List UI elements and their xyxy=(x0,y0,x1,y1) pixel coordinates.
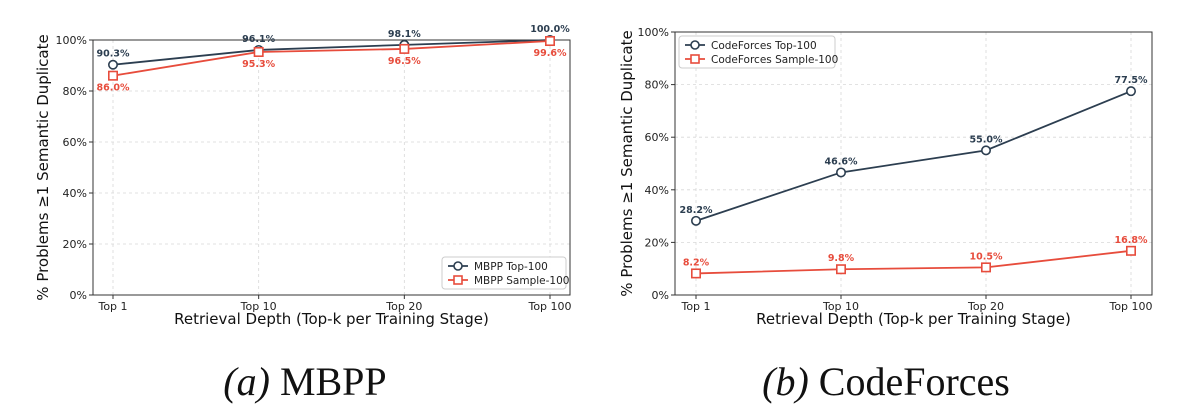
data-label: 55.0% xyxy=(970,134,1003,145)
y-tick-label: 20% xyxy=(645,236,669,249)
caption-codeforces: (b) CodeForces xyxy=(762,359,1010,404)
legend-entry-label: MBPP Sample-100 xyxy=(474,275,569,287)
plot-frame-mbpp xyxy=(92,39,571,296)
data-point-circle xyxy=(690,215,701,226)
legend-marker-circle xyxy=(453,261,463,271)
plot-frame-codeforces xyxy=(674,31,1153,296)
y-tick-label: 20% xyxy=(63,238,87,251)
data-point-circle xyxy=(980,145,991,156)
y-axis-label-codeforces: % Problems ≥1 Semantic Duplicate xyxy=(618,30,636,296)
data-label: 77.5% xyxy=(1115,75,1148,86)
panel-codeforces: 28.2% 46.6% 55.0% 77.5% 8.2% 9.8% 10.5% 16.8% 0… xyxy=(618,26,1153,404)
series-line xyxy=(695,249,1132,275)
y-tick-label: 60% xyxy=(63,136,87,149)
caption-label-mbpp: (a) xyxy=(223,359,270,404)
x-tick-label: Top 10 xyxy=(240,300,277,313)
y-tick-label: 80% xyxy=(63,85,87,98)
data-point-square xyxy=(253,46,264,57)
data-label: 28.2% xyxy=(680,205,713,216)
x-tick-label: Top 20 xyxy=(967,300,1004,313)
data-label: 16.8% xyxy=(1115,235,1148,246)
y-tick-label: 100% xyxy=(638,26,669,39)
data-label: 100.0% xyxy=(530,24,570,35)
data-point-square xyxy=(1126,245,1137,256)
caption-label-codeforces: (b) xyxy=(762,359,809,404)
data-label: 99.6% xyxy=(534,48,567,59)
panel-mbpp: 90.3% 96.1% 98.1% 100.0% 86.0% 95.3% 96.5% 99.6… xyxy=(34,24,572,404)
series-line xyxy=(112,39,551,66)
data-label: 90.3% xyxy=(97,49,130,60)
data-label: 10.5% xyxy=(970,251,1003,262)
x-axis-label-mbpp: Retrieval Depth (Top-k per Training Stag… xyxy=(174,310,489,328)
data-label: 86.0% xyxy=(97,83,130,94)
caption-mbpp: (a) MBPP xyxy=(223,359,386,404)
caption-name-codeforces: CodeForces xyxy=(819,359,1010,404)
data-label: 98.1% xyxy=(388,29,421,40)
data-point-square xyxy=(690,268,701,279)
data-point-square xyxy=(108,70,119,81)
legend-codeforces: CodeForces Top-100 CodeForces Sample-100 xyxy=(678,35,838,69)
legend-entry-label: MBPP Top-100 xyxy=(474,261,548,273)
legend-entry-label: CodeForces Sample-100 xyxy=(711,54,838,66)
x-tick-label: Top 100 xyxy=(1108,300,1152,313)
data-label: 9.8% xyxy=(828,253,855,264)
x-tick-label: Top 10 xyxy=(822,300,859,313)
y-tick-label: 40% xyxy=(645,184,669,197)
x-tick-label: Top 20 xyxy=(385,300,422,313)
x-tick-label: Top 1 xyxy=(97,300,127,313)
data-point-circle xyxy=(835,167,846,178)
legend-box xyxy=(678,35,836,69)
data-label: 95.3% xyxy=(242,59,275,70)
data-label: 96.5% xyxy=(388,56,421,67)
data-point-circle xyxy=(1126,86,1137,97)
legend-marker-square xyxy=(690,54,700,64)
data-point-circle xyxy=(108,59,119,70)
y-tick-label: 80% xyxy=(645,79,669,92)
legend-mbpp: MBPP Top-100 MBPP Sample-100 xyxy=(441,256,569,290)
x-tick-label: Top 100 xyxy=(527,300,571,313)
legend-marker-circle xyxy=(690,40,700,50)
y-tick-label: 0% xyxy=(70,289,87,302)
y-tick-label: 40% xyxy=(63,187,87,200)
data-label: 96.1% xyxy=(242,34,275,45)
data-point-square xyxy=(980,262,991,273)
y-tick-label: 100% xyxy=(56,34,87,47)
y-tick-label: 60% xyxy=(645,131,669,144)
data-point-square xyxy=(399,43,410,54)
legend-marker-square xyxy=(453,275,463,285)
data-point-square xyxy=(544,36,555,47)
legend-entry-label: CodeForces Top-100 xyxy=(711,40,817,52)
caption-name-mbpp: MBPP xyxy=(280,359,387,404)
series-line xyxy=(695,90,1132,222)
data-label: 46.6% xyxy=(825,156,858,167)
data-label: 8.2% xyxy=(683,257,710,268)
x-axis-label-codeforces: Retrieval Depth (Top-k per Training Stag… xyxy=(756,310,1071,328)
y-tick-label: 0% xyxy=(652,289,669,302)
y-axis-label-mbpp: % Problems ≥1 Semantic Duplicate xyxy=(34,34,52,300)
data-point-square xyxy=(835,264,846,275)
series-line xyxy=(112,40,551,77)
x-tick-label: Top 1 xyxy=(680,300,710,313)
legend-box xyxy=(441,256,567,290)
